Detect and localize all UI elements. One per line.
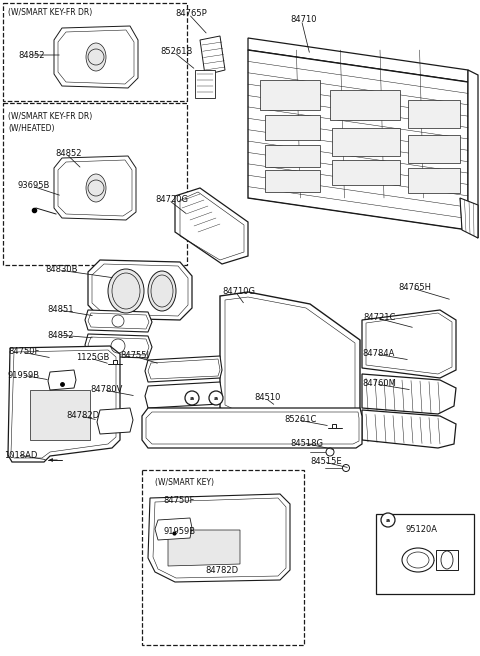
Text: 1018AD: 1018AD bbox=[4, 451, 37, 459]
Text: 84765P: 84765P bbox=[175, 9, 207, 18]
Polygon shape bbox=[248, 38, 468, 82]
Text: 84750F: 84750F bbox=[8, 348, 39, 356]
Text: 85261B: 85261B bbox=[160, 47, 192, 56]
FancyBboxPatch shape bbox=[265, 115, 320, 140]
Polygon shape bbox=[88, 260, 192, 320]
Text: 84782D: 84782D bbox=[66, 411, 99, 420]
Polygon shape bbox=[54, 26, 138, 88]
Text: a: a bbox=[386, 518, 390, 522]
Polygon shape bbox=[30, 390, 90, 440]
Text: 84852: 84852 bbox=[47, 331, 73, 340]
Text: a: a bbox=[214, 396, 218, 401]
Text: 84852: 84852 bbox=[18, 51, 45, 60]
Text: 84851: 84851 bbox=[47, 306, 73, 314]
Polygon shape bbox=[248, 50, 468, 230]
Text: 84780V: 84780V bbox=[90, 386, 122, 394]
Text: 84720G: 84720G bbox=[155, 195, 188, 205]
Text: (W/SMART KEY-FR DR): (W/SMART KEY-FR DR) bbox=[8, 112, 92, 121]
FancyBboxPatch shape bbox=[332, 128, 400, 156]
Polygon shape bbox=[145, 382, 222, 408]
Text: 91959B: 91959B bbox=[163, 527, 195, 536]
Text: 84755J: 84755J bbox=[120, 352, 149, 361]
Text: 84721C: 84721C bbox=[363, 314, 396, 323]
Polygon shape bbox=[145, 356, 222, 382]
Text: (W/SMART KEY): (W/SMART KEY) bbox=[155, 478, 214, 487]
Text: 84830B: 84830B bbox=[45, 266, 77, 274]
Polygon shape bbox=[97, 408, 133, 434]
Ellipse shape bbox=[108, 269, 144, 313]
Text: 95120A: 95120A bbox=[405, 525, 437, 535]
FancyBboxPatch shape bbox=[408, 135, 460, 163]
Polygon shape bbox=[168, 530, 240, 566]
Text: 84710: 84710 bbox=[290, 16, 316, 24]
Circle shape bbox=[343, 464, 349, 472]
Polygon shape bbox=[142, 408, 362, 448]
Text: 84760M: 84760M bbox=[362, 380, 396, 388]
Text: 84784A: 84784A bbox=[362, 350, 395, 358]
Ellipse shape bbox=[86, 43, 106, 71]
Circle shape bbox=[326, 448, 334, 456]
Polygon shape bbox=[468, 70, 478, 238]
Polygon shape bbox=[48, 370, 76, 390]
Circle shape bbox=[209, 391, 223, 405]
Polygon shape bbox=[175, 188, 248, 264]
Circle shape bbox=[381, 513, 395, 527]
Polygon shape bbox=[8, 346, 120, 462]
Circle shape bbox=[185, 391, 199, 405]
Text: (W/SMART KEY-FR DR): (W/SMART KEY-FR DR) bbox=[8, 8, 92, 17]
FancyBboxPatch shape bbox=[332, 160, 400, 185]
FancyBboxPatch shape bbox=[408, 168, 460, 193]
Polygon shape bbox=[460, 198, 478, 238]
Polygon shape bbox=[85, 334, 152, 358]
Text: 84518G: 84518G bbox=[290, 438, 323, 447]
Ellipse shape bbox=[441, 551, 453, 569]
Polygon shape bbox=[362, 410, 456, 448]
Polygon shape bbox=[220, 292, 360, 428]
Polygon shape bbox=[200, 36, 225, 75]
Polygon shape bbox=[54, 156, 136, 220]
Text: 1125GB: 1125GB bbox=[76, 354, 109, 363]
Ellipse shape bbox=[86, 174, 106, 202]
Polygon shape bbox=[362, 374, 456, 414]
Text: 84782D: 84782D bbox=[205, 566, 238, 575]
Text: 93695B: 93695B bbox=[18, 182, 50, 190]
Text: 84750F: 84750F bbox=[163, 496, 194, 505]
Ellipse shape bbox=[402, 548, 434, 572]
Text: 91959B: 91959B bbox=[8, 371, 40, 380]
Polygon shape bbox=[155, 518, 192, 540]
Polygon shape bbox=[362, 310, 456, 378]
FancyBboxPatch shape bbox=[260, 80, 320, 110]
Text: 84510: 84510 bbox=[254, 394, 280, 403]
Text: (W/HEATED): (W/HEATED) bbox=[8, 124, 55, 133]
FancyBboxPatch shape bbox=[265, 170, 320, 192]
Ellipse shape bbox=[148, 271, 176, 311]
Polygon shape bbox=[148, 494, 290, 582]
Polygon shape bbox=[85, 310, 152, 332]
Text: 84710G: 84710G bbox=[222, 287, 255, 297]
Text: 85261C: 85261C bbox=[284, 415, 316, 424]
FancyBboxPatch shape bbox=[195, 70, 215, 98]
FancyBboxPatch shape bbox=[436, 550, 458, 570]
FancyBboxPatch shape bbox=[330, 90, 400, 120]
Text: 84765H: 84765H bbox=[398, 283, 431, 293]
Text: a: a bbox=[190, 396, 194, 401]
FancyBboxPatch shape bbox=[408, 100, 460, 128]
Text: 84852: 84852 bbox=[55, 150, 82, 159]
FancyBboxPatch shape bbox=[265, 145, 320, 167]
FancyBboxPatch shape bbox=[376, 514, 474, 594]
Text: 84515E: 84515E bbox=[310, 457, 342, 466]
